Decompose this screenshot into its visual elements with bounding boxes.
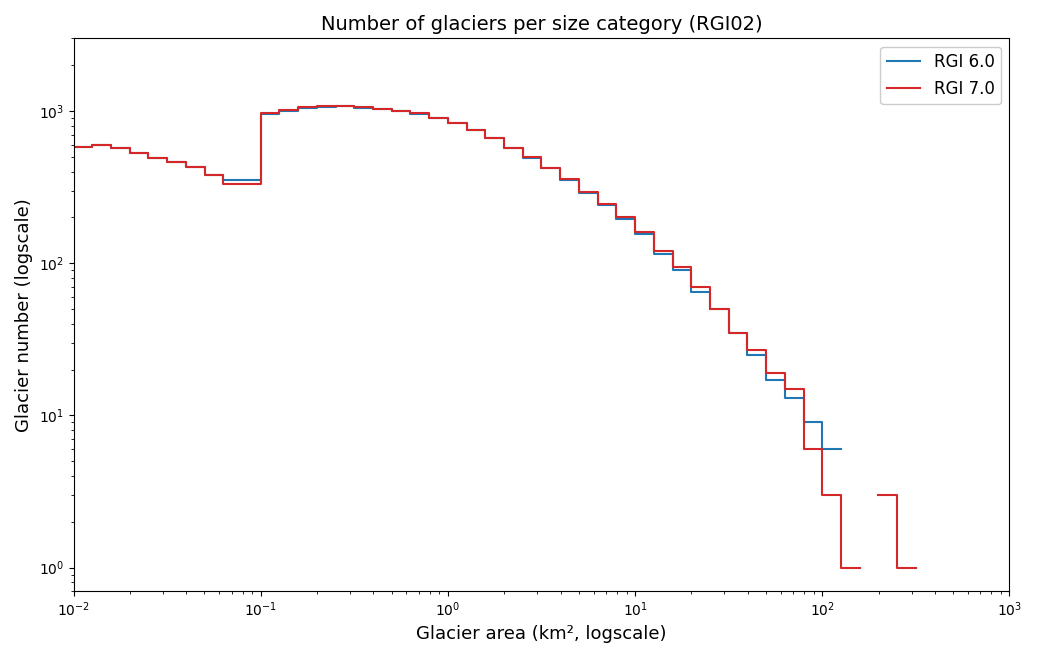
RGI 7.0 <box>779 384 791 392</box>
RGI 6.0 <box>779 394 791 402</box>
RGI 6.0 <box>442 119 454 127</box>
RGI 6.0 <box>816 445 829 453</box>
RGI 7.0 <box>572 188 585 195</box>
RGI 6.0 <box>386 107 398 115</box>
RGI 6.0 <box>460 126 473 134</box>
RGI 6.0 <box>86 141 99 149</box>
RGI 7.0 <box>835 564 847 572</box>
Legend: RGI 6.0, RGI 7.0: RGI 6.0, RGI 7.0 <box>880 47 1001 105</box>
RGI 7.0 <box>423 114 436 122</box>
RGI 7.0 <box>311 103 324 111</box>
RGI 6.0 <box>404 110 417 118</box>
RGI 6.0 <box>667 266 679 274</box>
RGI 7.0 <box>235 180 248 188</box>
RGI 7.0 <box>367 105 380 113</box>
RGI 6.0 <box>254 110 267 118</box>
RGI 7.0 <box>198 171 211 179</box>
RGI 6.0 <box>535 164 548 172</box>
RGI 6.0 <box>591 201 604 209</box>
RGI 7.0 <box>667 263 679 270</box>
RGI 6.0 <box>741 351 754 359</box>
RGI 6.0 <box>554 176 566 184</box>
RGI 6.0 <box>647 250 660 258</box>
RGI 6.0 <box>572 189 585 197</box>
RGI 6.0 <box>179 163 192 170</box>
RGI 6.0 <box>797 418 810 426</box>
RGI 7.0 <box>723 328 735 336</box>
RGI 6.0 <box>423 114 436 122</box>
RGI 6.0 <box>516 154 529 162</box>
RGI 7.0 <box>217 180 229 188</box>
Y-axis label: Glacier number (logscale): Glacier number (logscale) <box>15 198 33 432</box>
RGI 6.0 <box>105 144 117 152</box>
RGI 7.0 <box>442 119 454 127</box>
RGI 7.0 <box>516 153 529 161</box>
RGI 6.0 <box>161 159 173 166</box>
RGI 7.0 <box>647 247 660 255</box>
RGI 7.0 <box>741 345 754 353</box>
RGI 6.0 <box>723 328 735 336</box>
RGI 7.0 <box>460 126 473 134</box>
RGI 7.0 <box>330 102 342 110</box>
Title: Number of glaciers per size category (RGI02): Number of glaciers per size category (RG… <box>320 15 762 34</box>
RGI 7.0 <box>760 369 773 377</box>
RGI 6.0 <box>704 305 717 313</box>
RGI 6.0 <box>685 288 698 295</box>
RGI 6.0 <box>311 103 324 111</box>
RGI 6.0 <box>367 105 380 113</box>
RGI 7.0 <box>179 163 192 170</box>
RGI 7.0 <box>498 143 510 151</box>
RGI 7.0 <box>872 491 885 499</box>
RGI 7.0 <box>797 445 810 453</box>
RGI 6.0 <box>217 176 229 184</box>
RGI 6.0 <box>760 376 773 384</box>
RGI 6.0 <box>198 171 211 179</box>
RGI 7.0 <box>292 103 305 111</box>
RGI 7.0 <box>535 164 548 172</box>
RGI 7.0 <box>816 491 829 499</box>
RGI 7.0 <box>386 107 398 114</box>
RGI 7.0 <box>404 109 417 117</box>
RGI 7.0 <box>254 109 267 117</box>
RGI 6.0 <box>142 154 155 162</box>
RGI 7.0 <box>685 283 698 291</box>
X-axis label: Glacier area (km², logscale): Glacier area (km², logscale) <box>416 625 667 643</box>
RGI 7.0 <box>554 176 566 184</box>
RGI 7.0 <box>591 200 604 208</box>
RGI 6.0 <box>498 144 510 152</box>
RGI 7.0 <box>86 141 99 149</box>
RGI 7.0 <box>273 107 285 114</box>
RGI 7.0 <box>142 154 155 162</box>
RGI 6.0 <box>292 104 305 112</box>
RGI 7.0 <box>348 103 361 111</box>
RGI 6.0 <box>235 176 248 184</box>
RGI 6.0 <box>330 103 342 111</box>
RGI 7.0 <box>105 144 117 152</box>
Line: RGI 6.0: RGI 6.0 <box>74 107 822 449</box>
RGI 6.0 <box>67 143 80 151</box>
RGI 7.0 <box>704 305 717 313</box>
RGI 7.0 <box>891 564 903 572</box>
RGI 6.0 <box>273 107 285 115</box>
RGI 7.0 <box>123 149 136 157</box>
RGI 6.0 <box>628 230 641 238</box>
RGI 7.0 <box>67 143 80 151</box>
Line: RGI 7.0: RGI 7.0 <box>74 106 897 568</box>
RGI 6.0 <box>479 134 492 142</box>
RGI 6.0 <box>123 149 136 157</box>
RGI 7.0 <box>161 159 173 166</box>
RGI 7.0 <box>628 228 641 236</box>
RGI 6.0 <box>348 104 361 112</box>
RGI 7.0 <box>479 134 492 142</box>
RGI 6.0 <box>610 215 622 223</box>
RGI 7.0 <box>610 213 622 221</box>
